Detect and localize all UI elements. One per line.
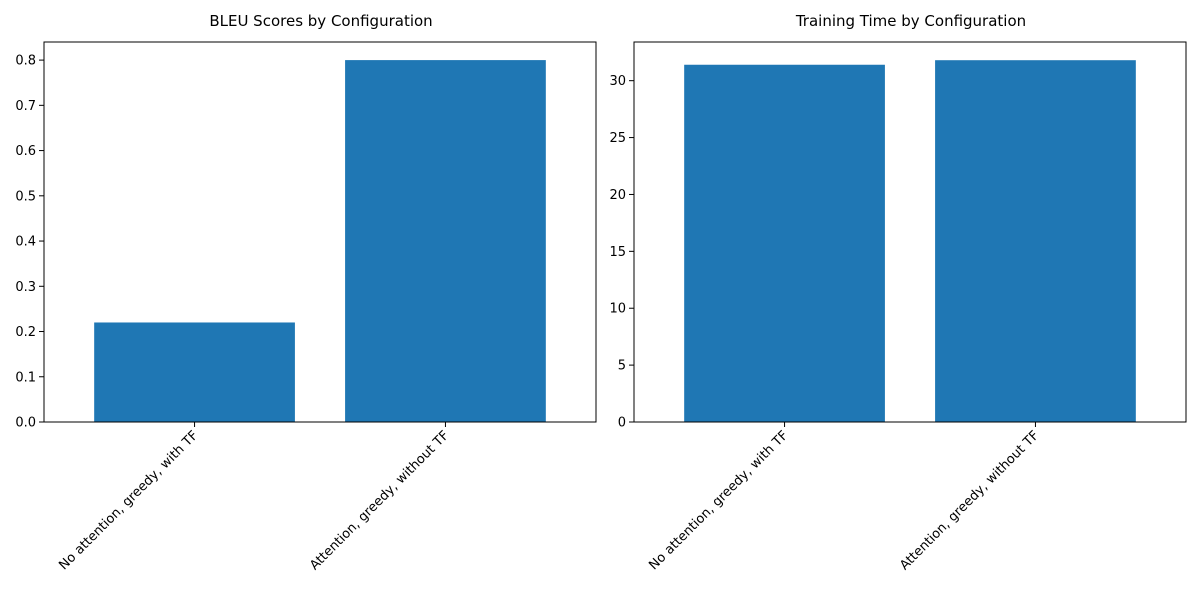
bleu-chart-bar-0 (94, 322, 295, 422)
training-time-chart-ytick-label-6: 30 (609, 74, 626, 89)
training-time-chart-ytick-label-4: 20 (609, 188, 626, 203)
training-time-chart-bar-1 (935, 60, 1136, 422)
bleu-chart-ytick-label-7: 0.7 (15, 99, 36, 114)
bleu-chart-bar-1 (345, 60, 546, 422)
training-time-chart-ytick-label-3: 15 (609, 245, 626, 260)
bleu-chart-ytick-label-4: 0.4 (15, 235, 36, 250)
bleu-chart-ytick-label-2: 0.2 (15, 325, 36, 340)
training-time-chart-ytick-label-5: 25 (609, 131, 626, 146)
training-time-chart-title: Training Time by Configuration (795, 12, 1026, 30)
bleu-chart-ytick-label-3: 0.3 (15, 280, 36, 295)
training-time-chart-bar-0 (684, 64, 885, 422)
training-time-chart-axes-frame (633, 41, 1187, 423)
training-time-chart-ytick-label-2: 10 (609, 302, 626, 317)
bleu-chart-ytick-label-1: 0.1 (15, 370, 36, 385)
bleu-chart-ytick-label-8: 0.8 (15, 54, 36, 69)
bleu-chart-ytick-label-6: 0.6 (15, 144, 36, 159)
bleu-chart-ytick-label-5: 0.5 (15, 189, 36, 204)
bleu-chart-ytick-label-0: 0.0 (15, 416, 36, 431)
training-time-chart-ytick-label-1: 5 (618, 359, 626, 374)
bleu-chart-axes-frame (43, 41, 597, 423)
training-time-chart-ytick-label-0: 0 (618, 416, 626, 431)
bleu-chart-title: BLEU Scores by Configuration (209, 12, 432, 30)
